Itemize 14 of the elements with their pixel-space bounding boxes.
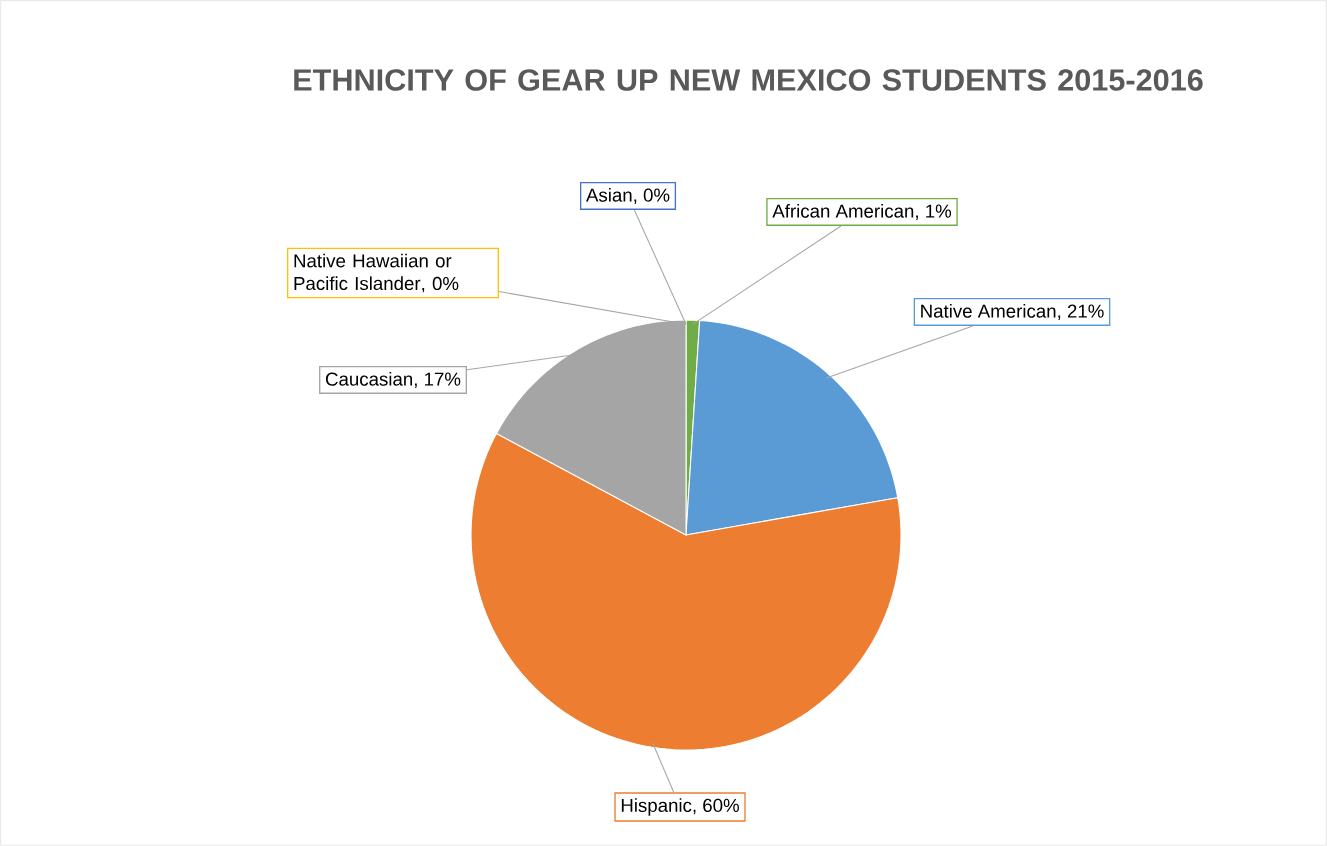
data-label: , 1% [916, 204, 952, 220]
category-label: Asian [586, 188, 632, 202]
text: , 0% [422, 276, 459, 293]
data-label: , 17% [414, 372, 461, 388]
slice-label: Hispanic [621, 798, 692, 816]
data-label: , 21% [1058, 304, 1104, 320]
slice-label: African American [772, 204, 914, 218]
slice-label: Caucasian [325, 372, 413, 386]
category-label: Native Hawaiian or [294, 253, 452, 268]
category-label: Pacific Islander [294, 276, 421, 291]
slice-label: Native American [921, 304, 1056, 318]
text: , 0% [634, 188, 670, 204]
data-label: , 60% [693, 798, 739, 815]
chart-title: ETHNICITY OF GEAR UP NEW MEXICO STUDENTS 2015-2016 [294, 69, 1203, 91]
